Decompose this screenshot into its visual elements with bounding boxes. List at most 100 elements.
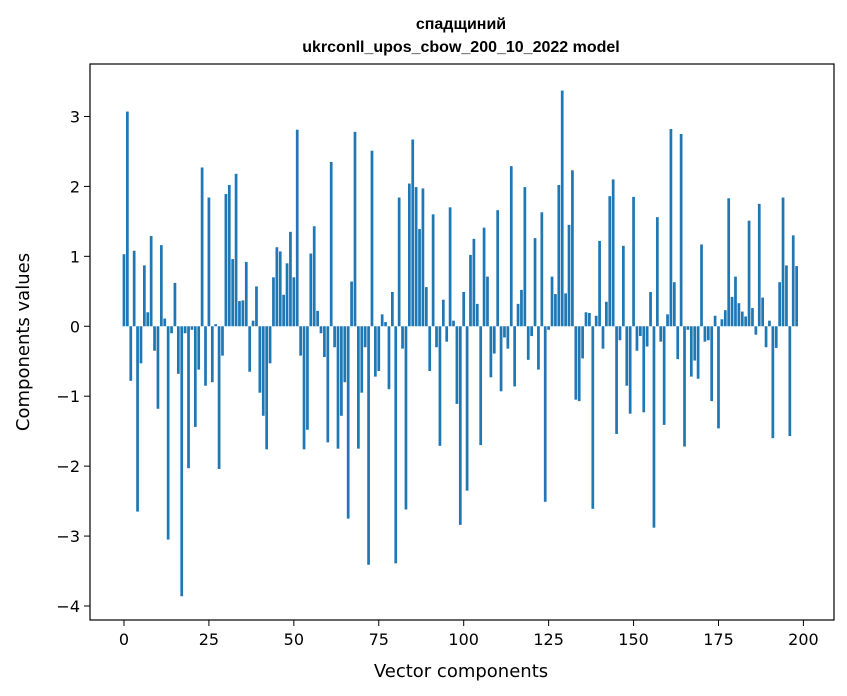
bar-61 [329, 161, 333, 327]
bar-4 [136, 326, 139, 512]
bar-15 [173, 282, 177, 327]
bar-95 [445, 326, 449, 342]
bar-49 [289, 231, 292, 327]
bar-136 [584, 312, 588, 327]
bar-144 [611, 179, 615, 327]
bar-104 [475, 303, 479, 327]
bar-194 [781, 197, 785, 327]
bar-11 [159, 245, 163, 327]
bar-67 [350, 281, 353, 327]
bar-80 [394, 326, 398, 564]
bar-135 [581, 326, 584, 359]
bar-66 [346, 326, 350, 519]
x-tick-label: 75 [369, 630, 389, 649]
bar-177 [723, 310, 727, 327]
bar-186 [754, 326, 758, 335]
bar-132 [571, 170, 574, 327]
bar-91 [431, 214, 435, 327]
bar-74 [374, 326, 377, 377]
bar-14 [170, 326, 173, 334]
bar-149 [628, 326, 632, 414]
bar-76 [380, 314, 384, 327]
bar-137 [588, 312, 591, 327]
bar-17 [180, 326, 184, 597]
bar-147 [622, 245, 625, 327]
bar-114 [509, 166, 513, 327]
bar-75 [377, 326, 381, 372]
bar-157 [655, 217, 659, 327]
bar-139 [594, 315, 598, 327]
bar-37 [248, 326, 252, 372]
bar-83 [404, 326, 408, 510]
bar-181 [737, 303, 741, 327]
bar-5 [139, 326, 143, 364]
bar-120 [530, 326, 533, 337]
bar-140 [598, 240, 601, 327]
bar-188 [761, 297, 765, 327]
y-tick-label: 3 [70, 107, 80, 126]
bar-54 [306, 326, 309, 430]
bar-187 [757, 203, 761, 327]
bar-81 [397, 197, 401, 327]
bar-25 [207, 197, 211, 327]
bar-20 [190, 326, 194, 330]
bar-51 [295, 129, 299, 327]
bar-141 [601, 326, 605, 349]
bar-100 [462, 291, 466, 327]
bar-8 [149, 236, 153, 327]
bar-107 [486, 276, 489, 327]
bar-110 [496, 210, 500, 327]
bar-183 [744, 316, 748, 327]
y-tick-label: 2 [70, 177, 80, 196]
bar-71 [363, 326, 367, 348]
bar-125 [547, 326, 550, 330]
bar-184 [747, 220, 751, 327]
bar-45 [275, 247, 279, 327]
bar-34 [238, 301, 241, 327]
bar-101 [465, 326, 469, 491]
bar-29 [221, 326, 224, 356]
bar-197 [791, 235, 795, 327]
bar-3 [132, 250, 136, 327]
bar-6 [143, 265, 146, 327]
bar-180 [734, 276, 737, 327]
x-tick-label: 100 [448, 630, 479, 649]
bar-2 [129, 326, 133, 381]
bar-189 [764, 326, 768, 348]
bar-50 [292, 277, 296, 327]
bar-31 [227, 184, 231, 327]
bar-1 [126, 111, 129, 327]
bar-32 [231, 259, 235, 327]
bar-10 [156, 326, 160, 409]
bar-63 [336, 326, 340, 449]
y-tick-label: −3 [56, 527, 80, 546]
bar-169 [696, 326, 700, 379]
plot-frame [89, 63, 835, 621]
bar-185 [751, 308, 754, 327]
bar-152 [639, 326, 642, 337]
bar-160 [666, 314, 669, 327]
bar-48 [285, 263, 289, 327]
bar-155 [649, 291, 652, 327]
bar-166 [686, 326, 690, 330]
bar-56 [312, 226, 316, 327]
bar-28 [217, 326, 221, 469]
bar-109 [492, 326, 496, 354]
bar-85 [411, 139, 415, 327]
bar-134 [577, 326, 581, 402]
bar-38 [251, 320, 255, 327]
bar-161 [669, 129, 673, 327]
bar-78 [387, 326, 391, 390]
bar-164 [679, 133, 683, 327]
bar-42 [265, 326, 269, 450]
x-axis-ticks: 0 25 50 75 100 125 150 175 200 [119, 620, 819, 649]
bar-148 [625, 326, 629, 386]
bar-22 [197, 326, 201, 370]
bar-94 [441, 299, 445, 327]
bar-35 [241, 300, 245, 327]
y-tick-label: 0 [70, 317, 80, 336]
bar-64 [340, 326, 343, 416]
bar-111 [499, 326, 503, 392]
bar-27 [214, 324, 218, 327]
bar-127 [554, 294, 557, 327]
